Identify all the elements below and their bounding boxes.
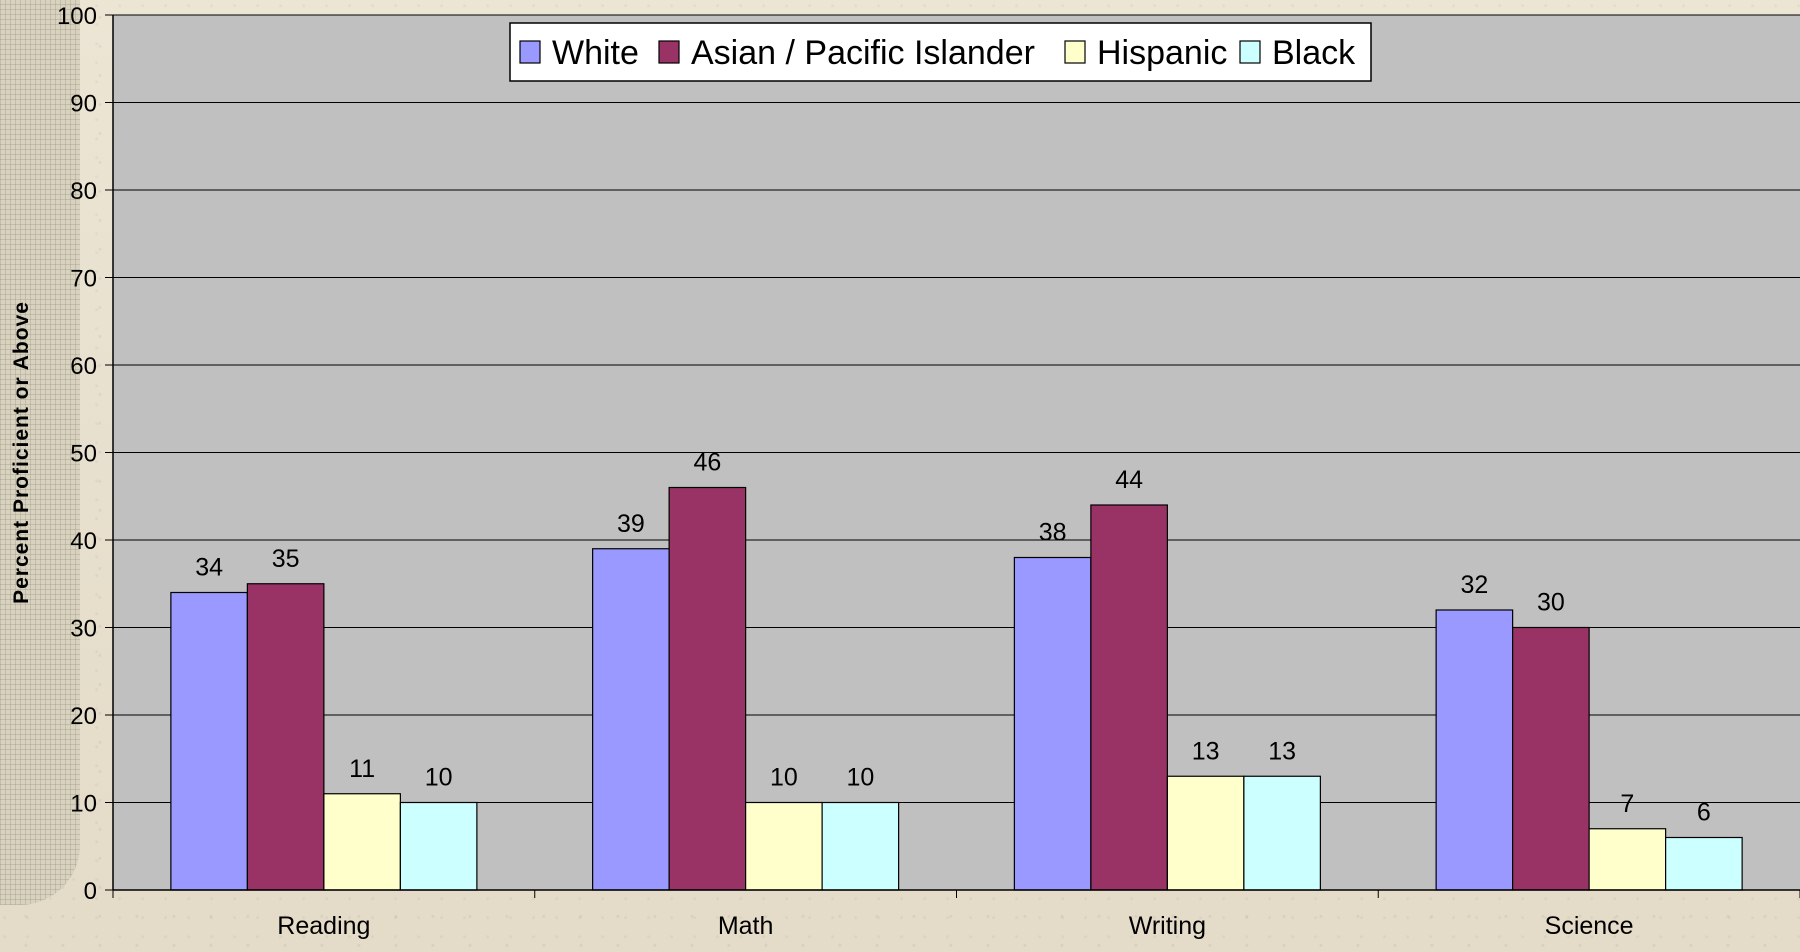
bar	[170, 591, 248, 891]
y-axis-title: Percent Proficient or Above	[10, 301, 33, 604]
bars	[170, 486, 1743, 891]
y-tick-label: 80	[70, 178, 97, 205]
bar	[1166, 775, 1245, 891]
bar	[1665, 836, 1743, 891]
bar	[1435, 609, 1514, 891]
bar	[1243, 775, 1321, 891]
data-label: 46	[693, 449, 721, 477]
y-tick-label: 30	[70, 616, 97, 643]
data-label: 11	[349, 755, 375, 783]
legend-label: Asian / Pacific Islander	[691, 34, 1035, 72]
x-tick-label: Science	[1545, 912, 1634, 940]
bar	[1090, 504, 1168, 891]
legend: White Asian / Pacific Islander Hispanic Bla…	[509, 22, 1372, 82]
legend-label: White	[552, 34, 639, 72]
y-tick-label: 40	[70, 528, 97, 555]
bar	[246, 583, 325, 891]
data-labels: 34 35 11 10 39 46 10 10 38 44 13 13 32 30 7 6	[195, 449, 1711, 827]
y-tick-labels: 0 10 20 30 40 50 60 70 80 90 100	[57, 3, 97, 905]
data-label: 35	[272, 545, 300, 573]
bar	[1588, 828, 1667, 891]
bar	[821, 801, 900, 891]
axes	[105, 14, 1800, 898]
y-tick-label: 0	[84, 878, 97, 905]
legend-swatch	[1239, 40, 1261, 64]
data-label: 10	[770, 764, 798, 792]
data-label: 10	[846, 764, 874, 792]
data-label: 13	[1192, 737, 1220, 765]
bar	[1512, 626, 1590, 891]
y-tick-label: 90	[70, 91, 97, 118]
legend-label: Black	[1272, 34, 1356, 72]
x-tick-label: Writing	[1129, 912, 1206, 940]
y-tick-label: 70	[70, 266, 97, 293]
x-tick-label: Math	[718, 912, 774, 940]
y-tick-label: 60	[70, 353, 97, 380]
y-tick-label: 10	[70, 791, 97, 818]
data-label: 10	[425, 764, 453, 792]
bar	[745, 801, 823, 891]
data-label: 6	[1697, 799, 1711, 827]
data-label: 13	[1268, 737, 1296, 765]
x-tick-labels: Reading Math Writing Science	[277, 912, 1633, 940]
y-tick-label: 50	[70, 441, 97, 468]
x-tick-label: Reading	[277, 912, 370, 940]
legend-box	[509, 22, 1372, 82]
data-label: 39	[617, 510, 645, 538]
left-border-strip	[0, 0, 80, 905]
legend-swatch	[519, 40, 541, 64]
bar	[323, 793, 401, 891]
bar	[668, 486, 747, 891]
y-tick-label: 100	[57, 3, 97, 30]
data-label: 34	[195, 554, 223, 582]
legend-swatch	[658, 40, 680, 64]
legend-swatch	[1064, 40, 1086, 64]
data-label: 30	[1537, 589, 1565, 617]
data-label: 32	[1460, 571, 1488, 599]
bar	[399, 801, 478, 891]
data-label: 44	[1115, 466, 1143, 494]
bar	[592, 548, 670, 891]
bar	[1013, 556, 1092, 891]
data-label: 38	[1039, 519, 1067, 547]
y-tick-label: 20	[70, 703, 97, 730]
legend-label: Hispanic	[1097, 34, 1227, 72]
data-label: 7	[1620, 790, 1634, 818]
